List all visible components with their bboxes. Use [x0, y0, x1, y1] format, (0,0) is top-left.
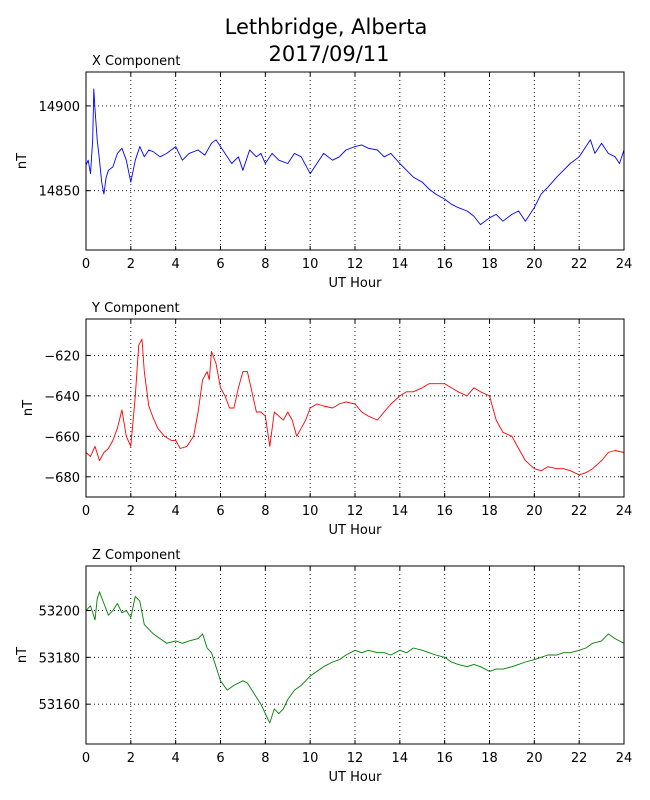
x-tick-label: 16 [436, 751, 453, 766]
x-tick-label: 10 [302, 751, 319, 766]
x-tick-label: 2 [127, 257, 135, 272]
y-tick-label: −660 [44, 430, 80, 445]
x-axis-label-z-panel: UT Hour [329, 770, 383, 785]
x-tick-label: 12 [347, 751, 364, 766]
x-tick-label: 4 [172, 751, 180, 766]
x-tick-label: 22 [571, 257, 588, 272]
y-component-panel: Y Component UT Hour nT 0 2 4 6 8 10 12 14 16 18 20… [21, 301, 632, 538]
x-tick-label: 24 [616, 257, 633, 272]
panel-title-y: Y Component [91, 301, 180, 316]
x-tick-label: 10 [302, 257, 319, 272]
y-tick-label: −680 [44, 471, 80, 486]
x-tick-label: 0 [82, 257, 90, 272]
x-tick-label: 18 [481, 257, 498, 272]
x-tick-label: 6 [216, 257, 224, 272]
y-tick-label: −640 [44, 390, 80, 405]
x-tick-label: 6 [216, 751, 224, 766]
x-tick-label: 14 [392, 504, 409, 519]
x-tick-label: 0 [82, 504, 90, 519]
x-tick-label: 4 [172, 504, 180, 519]
x-tick-label: 12 [347, 504, 364, 519]
y-axis-label-z-panel: nT [15, 647, 30, 663]
x-tick-label: 6 [216, 504, 224, 519]
x-tick-label: 8 [261, 257, 269, 272]
x-tick-label: 8 [261, 751, 269, 766]
y-tick-label: −620 [44, 349, 80, 364]
figure-title-line1: Lethbridge, Alberta [225, 15, 428, 39]
panel-title-x: X Component [92, 54, 181, 69]
x-tick-label: 20 [526, 504, 543, 519]
x-tick-label: 8 [261, 504, 269, 519]
y-component-series-line [85, 338, 625, 476]
x-tick-label: 14 [392, 257, 409, 272]
x-tick-label: 24 [616, 751, 633, 766]
x-tick-label: 18 [481, 504, 498, 519]
x-tick-label: 4 [172, 257, 180, 272]
x-component-panel: X Component UT Hour nT 0 2 4 6 8 10 12 14 16 18 20… [15, 54, 632, 291]
x-tick-label: 24 [616, 504, 633, 519]
x-component-series-line [85, 88, 625, 226]
x-tick-label: 0 [82, 751, 90, 766]
x-tick-label: 20 [526, 257, 543, 272]
x-tick-label: 18 [481, 751, 498, 766]
y-tick-label: 14900 [39, 100, 80, 115]
panel-title-z: Z Component [92, 548, 181, 563]
z-component-series-line [85, 591, 625, 724]
y-tick-label: 53180 [39, 651, 80, 666]
x-tick-label: 12 [347, 257, 364, 272]
x-tick-label: 16 [436, 257, 453, 272]
x-tick-label: 22 [571, 751, 588, 766]
figure-title-line2: 2017/09/11 [268, 42, 389, 66]
z-component-panel: Z Component UT Hour nT 0 2 4 6 8 10 12 14 16 18 20… [15, 548, 632, 785]
x-tick-label: 2 [127, 504, 135, 519]
x-tick-label: 20 [526, 751, 543, 766]
x-tick-label: 16 [436, 504, 453, 519]
x-tick-label: 14 [392, 751, 409, 766]
y-axis-label-y-panel: nT [21, 400, 36, 416]
y-tick-label: 53160 [39, 698, 80, 713]
x-tick-label: 2 [127, 751, 135, 766]
y-axis-label-x-panel: nT [15, 153, 30, 169]
x-axis-label-y-panel: UT Hour [329, 523, 383, 538]
x-tick-label: 10 [302, 504, 319, 519]
x-axis-label-x-panel: UT Hour [329, 276, 383, 291]
y-tick-label: 14850 [39, 185, 80, 200]
y-tick-label: 53200 [39, 605, 80, 620]
x-tick-label: 22 [571, 504, 588, 519]
